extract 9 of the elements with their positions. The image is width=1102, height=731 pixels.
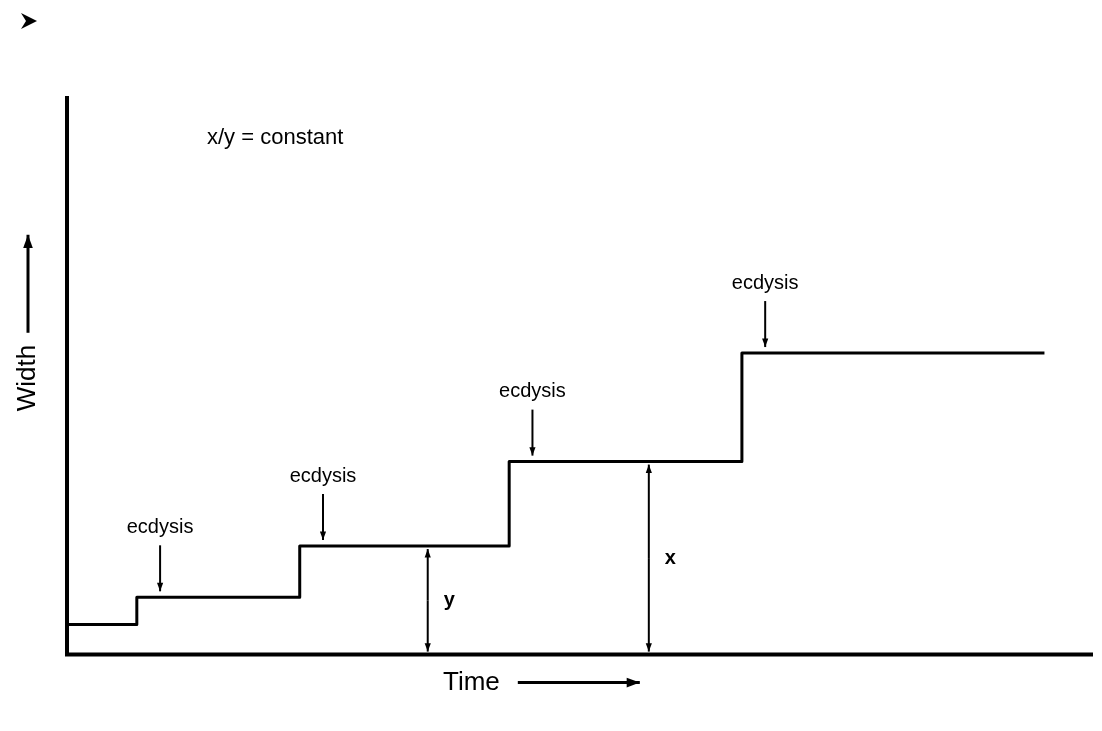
y-axis-title: Width bbox=[11, 344, 42, 412]
annotation: ecdysis bbox=[289, 463, 357, 486]
annotation: ecdysis bbox=[731, 270, 799, 293]
text: x/y = constant bbox=[207, 124, 344, 150]
annotation: ecdysis bbox=[499, 379, 566, 402]
annotation: x bbox=[664, 545, 676, 568]
annotation: y bbox=[443, 587, 456, 610]
x-axis-title: Time bbox=[443, 665, 500, 696]
annotation: ecdysis bbox=[126, 514, 194, 537]
